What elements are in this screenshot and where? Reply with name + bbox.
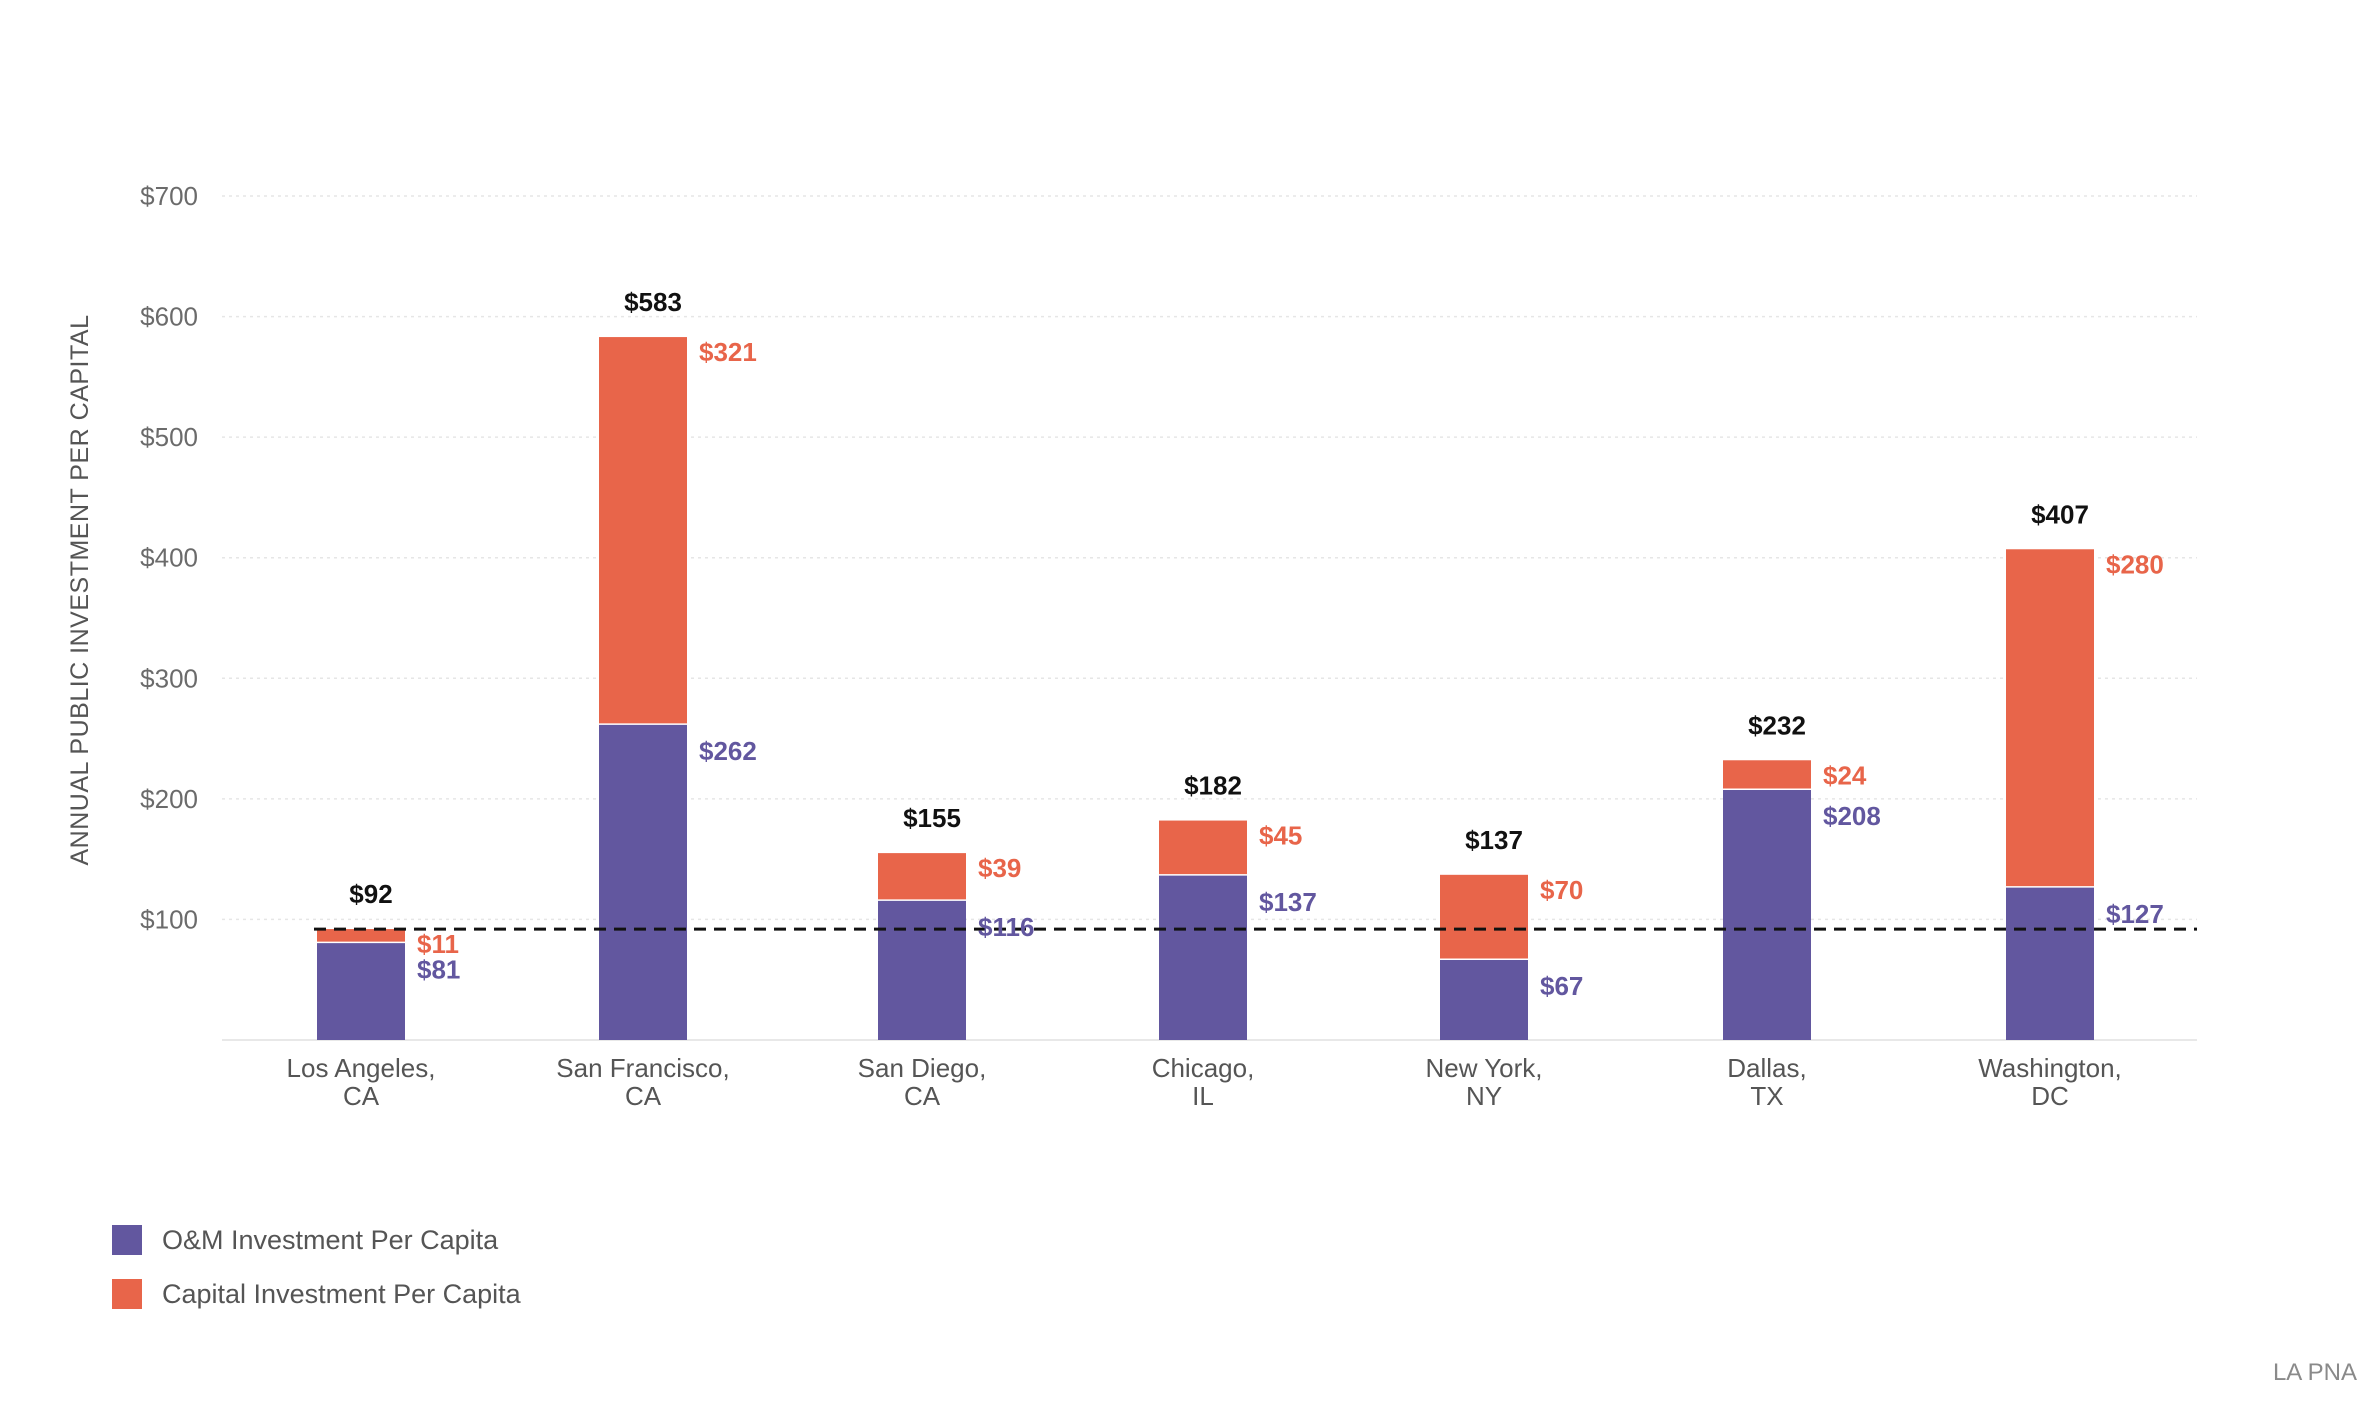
bar-om <box>878 900 966 1040</box>
x-tick-label: New York, NY <box>1425 1053 1542 1111</box>
total-label: $137 <box>1465 825 1523 855</box>
om-value-label: $208 <box>1823 801 1881 831</box>
y-tick-label: $200 <box>140 784 198 814</box>
y-tick-label: $700 <box>140 181 198 211</box>
capital-value-label: $24 <box>1823 760 1867 790</box>
bar-capital <box>2006 549 2094 887</box>
y-tick-label: $600 <box>140 302 198 332</box>
bar-om <box>599 724 687 1040</box>
x-tick-label: San Diego, CA <box>858 1053 987 1111</box>
capital-value-label: $280 <box>2106 549 2164 579</box>
bar-capital <box>317 929 405 943</box>
y-tick-label: $100 <box>140 904 198 934</box>
capital-value-label: $11 <box>417 929 459 959</box>
x-axis-ticks: Los Angeles, CA San Francisco, CA San Diego,… <box>287 1053 2122 1111</box>
capital-value-label: $39 <box>978 853 1021 883</box>
om-value-label: $67 <box>1540 971 1583 1001</box>
source-note: LA PNA <box>2272 1359 2357 1386</box>
legend-item-capital: Capital Investment Per Capita <box>112 1276 521 1312</box>
bar-om <box>1440 959 1528 1040</box>
om-value-label: $116 <box>978 912 1034 942</box>
capital-value-label: $70 <box>1540 875 1583 905</box>
om-value-label: $127 <box>2106 899 2164 929</box>
om-value-label: $262 <box>699 736 757 766</box>
capital-value-label: $321 <box>699 337 757 367</box>
y-tick-label: $500 <box>140 422 198 452</box>
x-tick-label: San Francisco, CA <box>556 1053 729 1111</box>
legend: O&M Investment Per Capita Capital Invest… <box>112 1222 521 1330</box>
bar-om <box>1723 789 1811 1040</box>
total-label: $182 <box>1184 771 1242 801</box>
om-value-label: $137 <box>1259 887 1317 917</box>
total-label: $407 <box>2031 499 2089 529</box>
bar-capital <box>878 853 966 901</box>
y-axis-label: ANNUAL PUBLIC INVESTMENT PER CAPITAL <box>66 315 94 866</box>
legend-swatch-capital <box>112 1279 142 1309</box>
legend-swatch-om <box>112 1225 142 1255</box>
legend-item-om: O&M Investment Per Capita <box>112 1222 521 1258</box>
bar-om <box>1159 874 1247 1040</box>
y-tick-label: $300 <box>140 663 198 693</box>
bars <box>317 337 2094 1040</box>
x-tick-label: Los Angeles, CA <box>287 1053 436 1111</box>
total-label: $232 <box>1748 710 1806 740</box>
legend-label-om: O&M Investment Per Capita <box>162 1224 499 1255</box>
bar-capital <box>1440 874 1528 960</box>
capital-value-label: $45 <box>1259 821 1302 851</box>
bar-capital <box>1723 760 1811 790</box>
om-value-label: $81 <box>417 954 460 984</box>
y-axis-ticks: $100 $200 $300 $400 $500 $600 $700 <box>140 181 198 934</box>
legend-label-capital: Capital Investment Per Capita <box>162 1278 521 1309</box>
gridlines <box>222 195 2197 1041</box>
x-tick-label: Dallas, TX <box>1727 1053 1806 1111</box>
bar-om <box>317 942 405 1040</box>
total-label: $155 <box>903 803 961 833</box>
total-label: $583 <box>624 287 682 317</box>
data-labels: $92 $11$81 $583 $321 $262 $155 $39 $116 $182 $45 $… <box>349 287 2164 1001</box>
bar-capital <box>1159 820 1247 875</box>
total-label: $92 <box>349 879 392 909</box>
bar-capital <box>599 337 687 725</box>
bar-om <box>2006 886 2094 1040</box>
x-tick-label: Washington, DC <box>1978 1053 2122 1111</box>
x-tick-label: Chicago, IL <box>1152 1053 1255 1111</box>
y-tick-label: $400 <box>140 543 198 573</box>
